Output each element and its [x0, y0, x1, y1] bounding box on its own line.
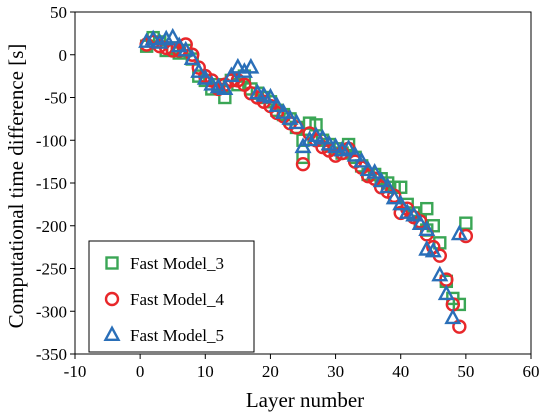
data-point — [281, 109, 299, 125]
data-point — [411, 214, 429, 231]
data-point — [379, 177, 397, 194]
data-point — [372, 171, 390, 188]
data-point — [405, 205, 423, 222]
data-point — [385, 188, 403, 205]
data-point — [222, 66, 240, 83]
y-axis-label: Computational time difference [s] — [4, 44, 28, 329]
y-tick-label: -200 — [36, 217, 67, 236]
data-point — [340, 139, 358, 155]
data-point — [420, 201, 434, 216]
y-tick-label: -100 — [36, 131, 67, 150]
data-point — [431, 265, 449, 282]
data-point — [366, 163, 384, 179]
y-tick-label: -300 — [36, 302, 67, 321]
data-point — [307, 126, 325, 142]
data-point — [346, 145, 364, 162]
data-point — [314, 128, 332, 145]
data-point — [164, 27, 182, 44]
legend-label: Fast Model_5 — [130, 326, 224, 345]
data-point — [353, 151, 371, 168]
data-point — [170, 36, 188, 53]
y-tick-label: -150 — [36, 174, 67, 193]
data-point — [151, 33, 169, 49]
data-point — [437, 284, 455, 301]
x-tick-label: 20 — [262, 362, 279, 381]
data-point — [424, 241, 442, 258]
data-point — [242, 57, 260, 74]
data-point — [235, 62, 253, 78]
data-point — [248, 83, 266, 100]
data-point — [268, 96, 286, 113]
x-tick-label: 0 — [136, 362, 145, 381]
data-point — [229, 57, 247, 74]
x-tick-label: 60 — [523, 362, 540, 381]
data-point — [203, 74, 221, 91]
x-tick-label: 40 — [392, 362, 409, 381]
x-tick-label: 10 — [197, 362, 214, 381]
data-point — [450, 224, 468, 241]
data-point — [458, 228, 474, 244]
y-tick-label: -50 — [44, 89, 67, 108]
legend-marker-square — [105, 256, 119, 270]
data-point — [359, 160, 377, 177]
data-point — [459, 216, 473, 230]
y-tick-label: 0 — [59, 46, 68, 65]
data-point — [320, 134, 338, 151]
data-point — [183, 49, 201, 66]
data-point — [398, 203, 416, 219]
x-tick-label: -10 — [64, 362, 87, 381]
data-point — [452, 297, 467, 312]
data-point — [196, 68, 214, 85]
data-point — [274, 103, 292, 119]
data-point — [190, 62, 208, 78]
legend-marker-triangle — [103, 325, 121, 341]
x-tick-label: 30 — [327, 362, 344, 381]
data-point — [144, 29, 162, 46]
data-point — [138, 32, 156, 48]
data-point — [177, 40, 195, 57]
legend-marker-circle — [104, 291, 120, 307]
data-point — [418, 220, 436, 237]
data-point — [392, 194, 410, 211]
x-tick-label: 50 — [457, 362, 474, 381]
y-tick-label: 50 — [50, 3, 67, 22]
data-point — [261, 87, 279, 104]
legend-label: Fast Model_4 — [130, 290, 224, 309]
series-triangle — [138, 27, 468, 325]
data-point — [287, 113, 306, 130]
y-tick-label: -350 — [36, 345, 67, 364]
data-point — [300, 130, 319, 147]
y-tick-label: -250 — [36, 260, 67, 279]
legend: Fast Model_3 Fast Model_4 Fast Model_5 — [88, 240, 255, 353]
data-point — [295, 156, 311, 172]
x-axis-label: Layer number — [246, 388, 364, 412]
data-point — [444, 308, 462, 325]
legend-label: Fast Model_3 — [130, 254, 224, 273]
data-point — [216, 79, 234, 95]
data-point — [327, 137, 345, 154]
